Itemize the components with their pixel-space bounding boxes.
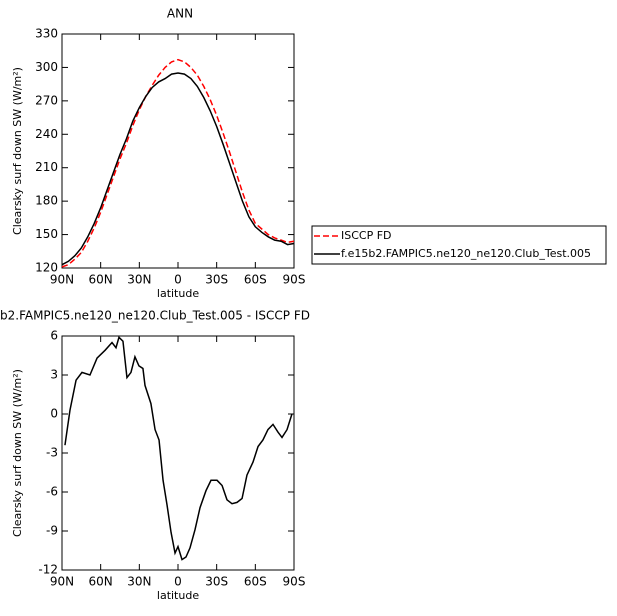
y-tick-label: 6	[50, 329, 58, 343]
y-tick-label: 0	[50, 407, 58, 421]
chart-title: ANN	[167, 7, 193, 21]
y-tick-label: -3	[46, 446, 58, 460]
y-axis-label: Clearsky surf down SW (W/m²)	[11, 369, 24, 537]
y-tick-label: 210	[35, 160, 58, 174]
y-tick-label: 300	[35, 60, 58, 74]
x-tick-label: 90N	[50, 273, 74, 287]
y-tick-label: 240	[35, 127, 58, 141]
x-tick-label: 90N	[50, 575, 74, 589]
x-tick-label: 90S	[283, 575, 306, 589]
x-tick-label: 30S	[205, 273, 228, 287]
x-tick-label: 30N	[127, 273, 151, 287]
x-tick-label: 0	[174, 575, 182, 589]
x-tick-label: 60N	[89, 575, 113, 589]
y-tick-label: 120	[35, 261, 58, 275]
x-tick-label: 60S	[244, 575, 267, 589]
data-line	[61, 58, 295, 268]
y-tick-label: -12	[38, 563, 58, 577]
chart-title: b2.FAMPIC5.ne120_ne120.Club_Test.005 - I…	[0, 309, 310, 323]
data-line	[61, 72, 295, 266]
legend-label: f.e15b2.FAMPIC5.ne120_ne120.Club_Test.00…	[341, 247, 591, 260]
x-tick-label: 60N	[89, 273, 113, 287]
x-tick-label: 30N	[127, 575, 151, 589]
y-tick-label: 180	[35, 194, 58, 208]
data-line	[64, 335, 293, 561]
y-tick-label: 270	[35, 93, 58, 107]
plot-frame	[61, 33, 295, 269]
plot-frame	[61, 335, 295, 571]
y-tick-label: 150	[35, 227, 58, 241]
legend-label: ISCCP FD	[341, 229, 392, 242]
x-axis-label: latitude	[157, 589, 199, 602]
legend-box	[311, 225, 607, 265]
x-axis-label: latitude	[157, 287, 199, 300]
x-tick-label: 90S	[283, 273, 306, 287]
y-tick-label: 330	[35, 27, 58, 41]
y-axis-label: Clearsky surf down SW (W/m²)	[11, 67, 24, 235]
y-tick-label: -6	[46, 485, 58, 499]
y-tick-label: 3	[50, 368, 58, 382]
x-tick-label: 60S	[244, 273, 267, 287]
x-tick-label: 30S	[205, 575, 228, 589]
x-tick-label: 0	[174, 273, 182, 287]
y-tick-label: -9	[46, 524, 58, 538]
